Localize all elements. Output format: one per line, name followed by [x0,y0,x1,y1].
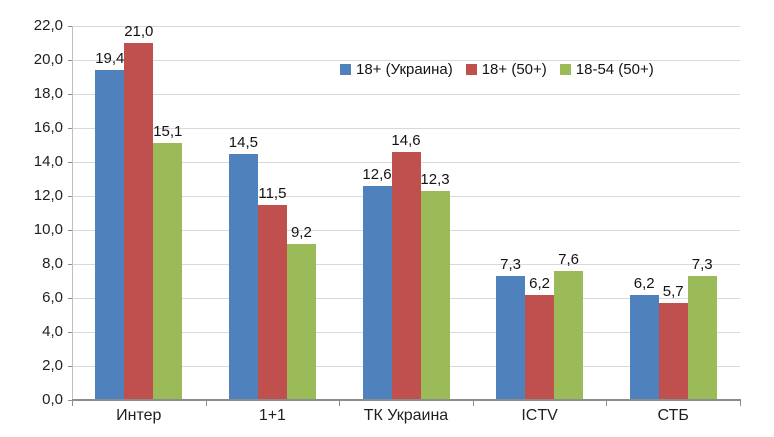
bar-value-label: 19,4 [95,50,125,68]
x-axis-category-label: СТБ [657,407,689,424]
x-axis-tick [339,401,341,406]
y-axis-tick [68,331,72,333]
legend-item-18-54-50plus: 18-54 (50+) [559,61,654,78]
chart-bar [420,190,450,400]
chart-bar [554,270,584,400]
y-axis-line [72,26,73,400]
legend-swatch-red-icon [465,64,477,75]
y-axis-tick [68,195,72,197]
gridline [72,59,740,61]
legend-label: 18-54 (50+) [575,61,654,78]
y-axis-tick [68,59,72,61]
x-axis-line [72,399,741,401]
chart-bar [391,151,421,400]
y-axis-tick [68,297,72,299]
legend-label: 18+ (50+) [481,61,547,78]
y-axis-label: 16,0 [33,119,63,136]
y-axis-label: 10,0 [33,221,63,238]
chart-bar [496,275,526,400]
y-axis-tick [68,127,72,129]
chart-bar [228,153,258,400]
chart-bar [658,303,688,400]
y-axis-tick [68,25,72,27]
y-axis-tick [68,399,72,401]
chart-bar [362,185,392,400]
x-axis-tick [740,401,741,406]
y-axis-tick [68,161,72,163]
bar-value-label: 14,5 [228,133,258,151]
bar-value-label: 9,2 [290,223,312,241]
bar-value-label: 7,3 [691,255,713,273]
legend-swatch-blue-icon [340,64,351,75]
legend: 18+ (Украина) 18+ (50+) 18-54 (50+) [340,61,654,78]
chart-bar [687,275,717,400]
bar-value-label: 12,6 [362,165,392,183]
y-axis-tick [68,263,72,265]
x-axis-tick [205,401,207,406]
y-axis-label: 6,0 [42,289,63,306]
bar-value-label: 15,1 [153,123,183,141]
bar-value-label: 14,6 [391,131,421,149]
y-axis-tick [68,365,72,367]
bar-value-label: 7,3 [500,255,522,273]
bar-value-label: 5,7 [662,283,684,301]
chart-bar [286,243,316,400]
chart-bar [257,204,287,400]
y-axis-label: 2,0 [42,357,63,374]
y-axis-label: 12,0 [33,187,63,204]
bar-value-label: 12,3 [420,170,450,188]
y-axis-label: 18,0 [33,85,63,102]
y-axis-tick [68,93,72,95]
bar-value-label: 6,2 [633,274,655,292]
legend-swatch-green-icon [559,64,571,75]
legend-item-18plus-ukraina: 18+ (Украина) [340,61,453,78]
bar-value-label: 11,5 [258,184,287,202]
x-axis-category-label: ТК Украина [363,407,449,424]
chart-bar [525,294,555,400]
chart-bar [95,70,125,400]
gridline [72,25,740,27]
y-axis-label: 0,0 [42,391,63,408]
chart-bar [124,43,154,400]
x-axis-tick [72,401,73,406]
gridline [72,93,740,95]
x-axis-category-label: Интер [116,407,162,424]
y-axis-label: 20,0 [33,51,63,68]
y-axis-label: 4,0 [42,323,63,340]
x-axis-tick [472,401,474,406]
y-axis-label: 14,0 [33,153,63,170]
chart-bar [629,294,659,400]
legend-item-18plus-50plus: 18+ (50+) [465,61,547,78]
gridline [72,127,740,129]
x-axis-tick [606,401,608,406]
y-axis-label: 8,0 [42,255,63,272]
y-axis-tick [68,229,72,231]
y-axis-label: 22,0 [33,17,63,34]
bar-value-label: 21,0 [124,23,154,40]
chart-bar [153,143,183,400]
bar-value-label: 7,6 [558,250,580,268]
legend-label: 18+ (Украина) [356,61,453,78]
bar-value-label: 6,2 [529,274,551,292]
x-axis-category-label: ICTV [521,407,558,424]
x-axis-category-label: 1+1 [258,407,286,424]
